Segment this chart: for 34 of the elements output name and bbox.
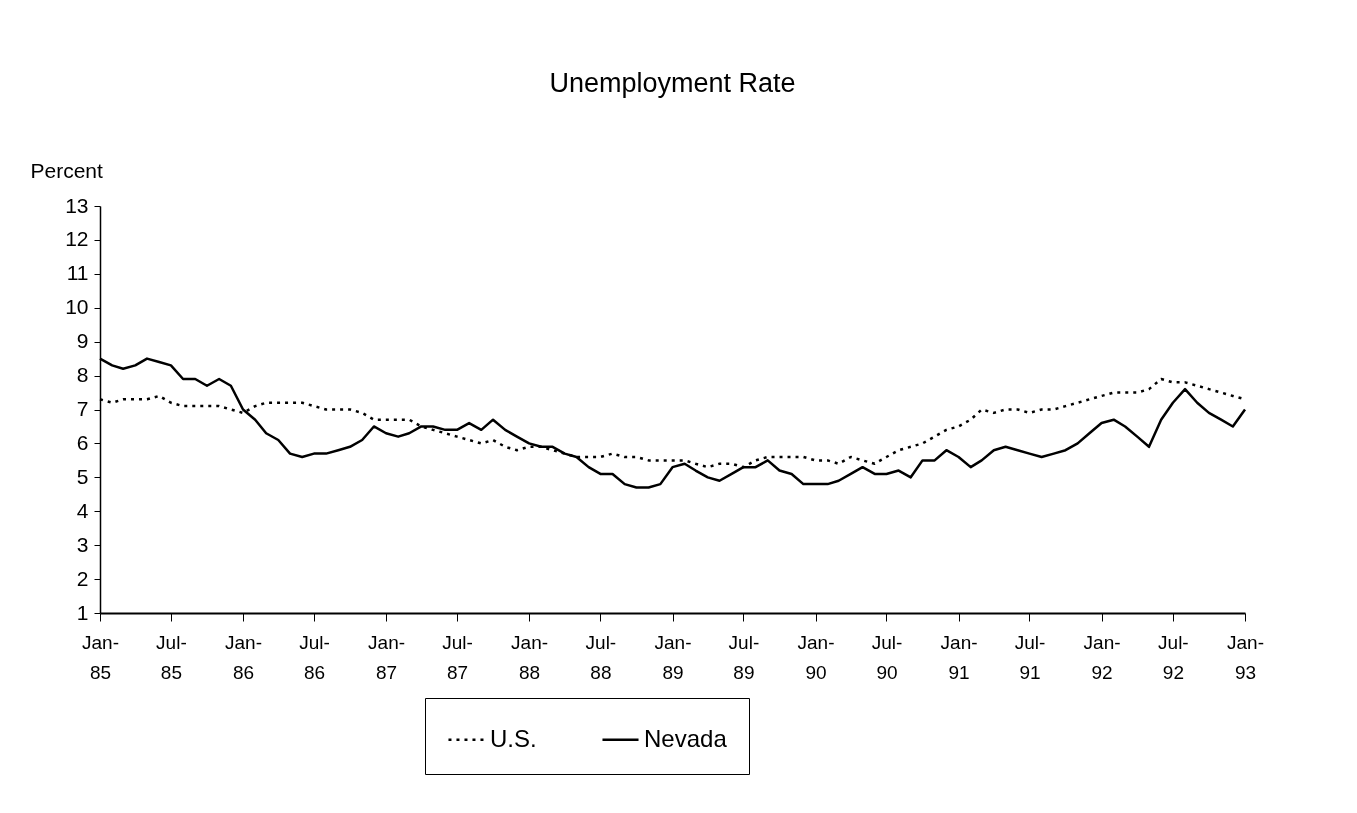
- y-tick-label: 13: [65, 193, 89, 217]
- x-tick-label: Jul-91: [1014, 631, 1046, 683]
- chart-title: Unemployment Rate: [549, 68, 796, 98]
- y-tick-label: 11: [66, 261, 89, 285]
- y-tick-label: 10: [65, 295, 89, 319]
- y-tick-label: 5: [76, 464, 89, 488]
- x-tick-label: Jan-85: [82, 631, 119, 683]
- x-tick-label: Jan-89: [654, 631, 692, 683]
- x-tick-label: Jul-85: [156, 631, 187, 683]
- y-tick-label: 8: [76, 363, 89, 387]
- y-tick-label: 7: [76, 397, 89, 420]
- x-tick-label: Jan-86: [225, 631, 263, 683]
- y-axis-title: Percent: [30, 158, 104, 182]
- x-tick-label: Jul-92: [1158, 631, 1189, 683]
- y-tick-label: 3: [76, 532, 89, 556]
- y-tick-label: 9: [76, 329, 89, 353]
- x-tick-label: Jan-88: [511, 631, 549, 683]
- y-tick-label: 1: [76, 600, 89, 624]
- x-tick-label: Jan-91: [940, 631, 978, 683]
- y-tick-label: 6: [76, 430, 89, 454]
- x-tick-label: Jan-92: [1083, 631, 1121, 683]
- x-tick-label: Jul-89: [728, 631, 760, 683]
- legend-label: Nevada: [644, 724, 728, 752]
- x-tick-label: Jul-86: [299, 631, 330, 683]
- x-tick-label: Jan-90: [797, 631, 835, 683]
- y-tick-label: 12: [65, 227, 89, 251]
- x-tick-label: Jul-88: [585, 631, 617, 683]
- x-tick-label: Jul-87: [442, 631, 473, 683]
- x-tick-label: Jan-93: [1227, 631, 1264, 683]
- legend-label: U.S.: [490, 724, 537, 752]
- y-tick-label: 2: [76, 566, 89, 590]
- x-tick-label: Jan-87: [368, 631, 406, 683]
- y-tick-label: 4: [76, 498, 89, 522]
- x-tick-label: Jul-90: [871, 631, 903, 683]
